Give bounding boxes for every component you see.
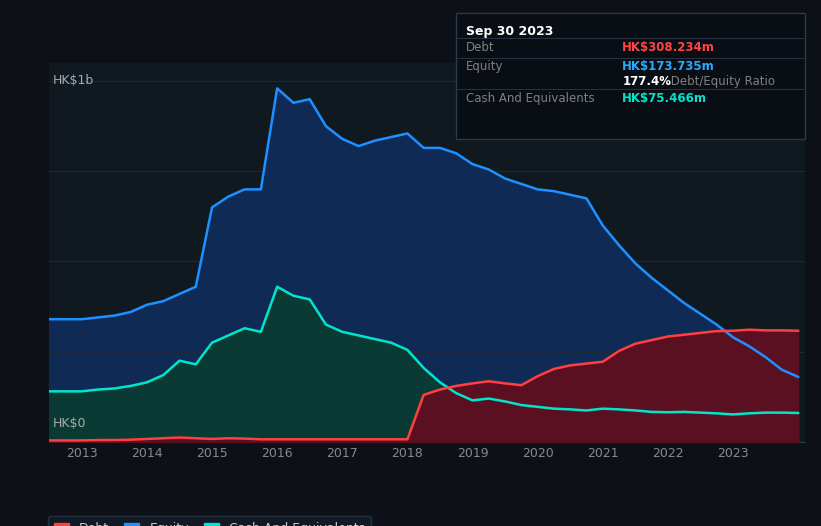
Text: Sep 30 2023: Sep 30 2023 — [466, 25, 553, 38]
Text: HK$75.466m: HK$75.466m — [622, 92, 708, 105]
Text: Debt: Debt — [466, 41, 495, 54]
Text: HK$173.735m: HK$173.735m — [622, 60, 715, 74]
Text: 177.4%: 177.4% — [622, 75, 672, 88]
Text: HK$0: HK$0 — [53, 418, 86, 430]
Text: Equity: Equity — [466, 60, 504, 74]
Text: Debt/Equity Ratio: Debt/Equity Ratio — [667, 75, 776, 88]
Text: HK$1b: HK$1b — [53, 75, 94, 87]
Text: Cash And Equivalents: Cash And Equivalents — [466, 92, 595, 105]
Text: HK$308.234m: HK$308.234m — [622, 41, 715, 54]
Legend: Debt, Equity, Cash And Equivalents: Debt, Equity, Cash And Equivalents — [48, 516, 371, 526]
